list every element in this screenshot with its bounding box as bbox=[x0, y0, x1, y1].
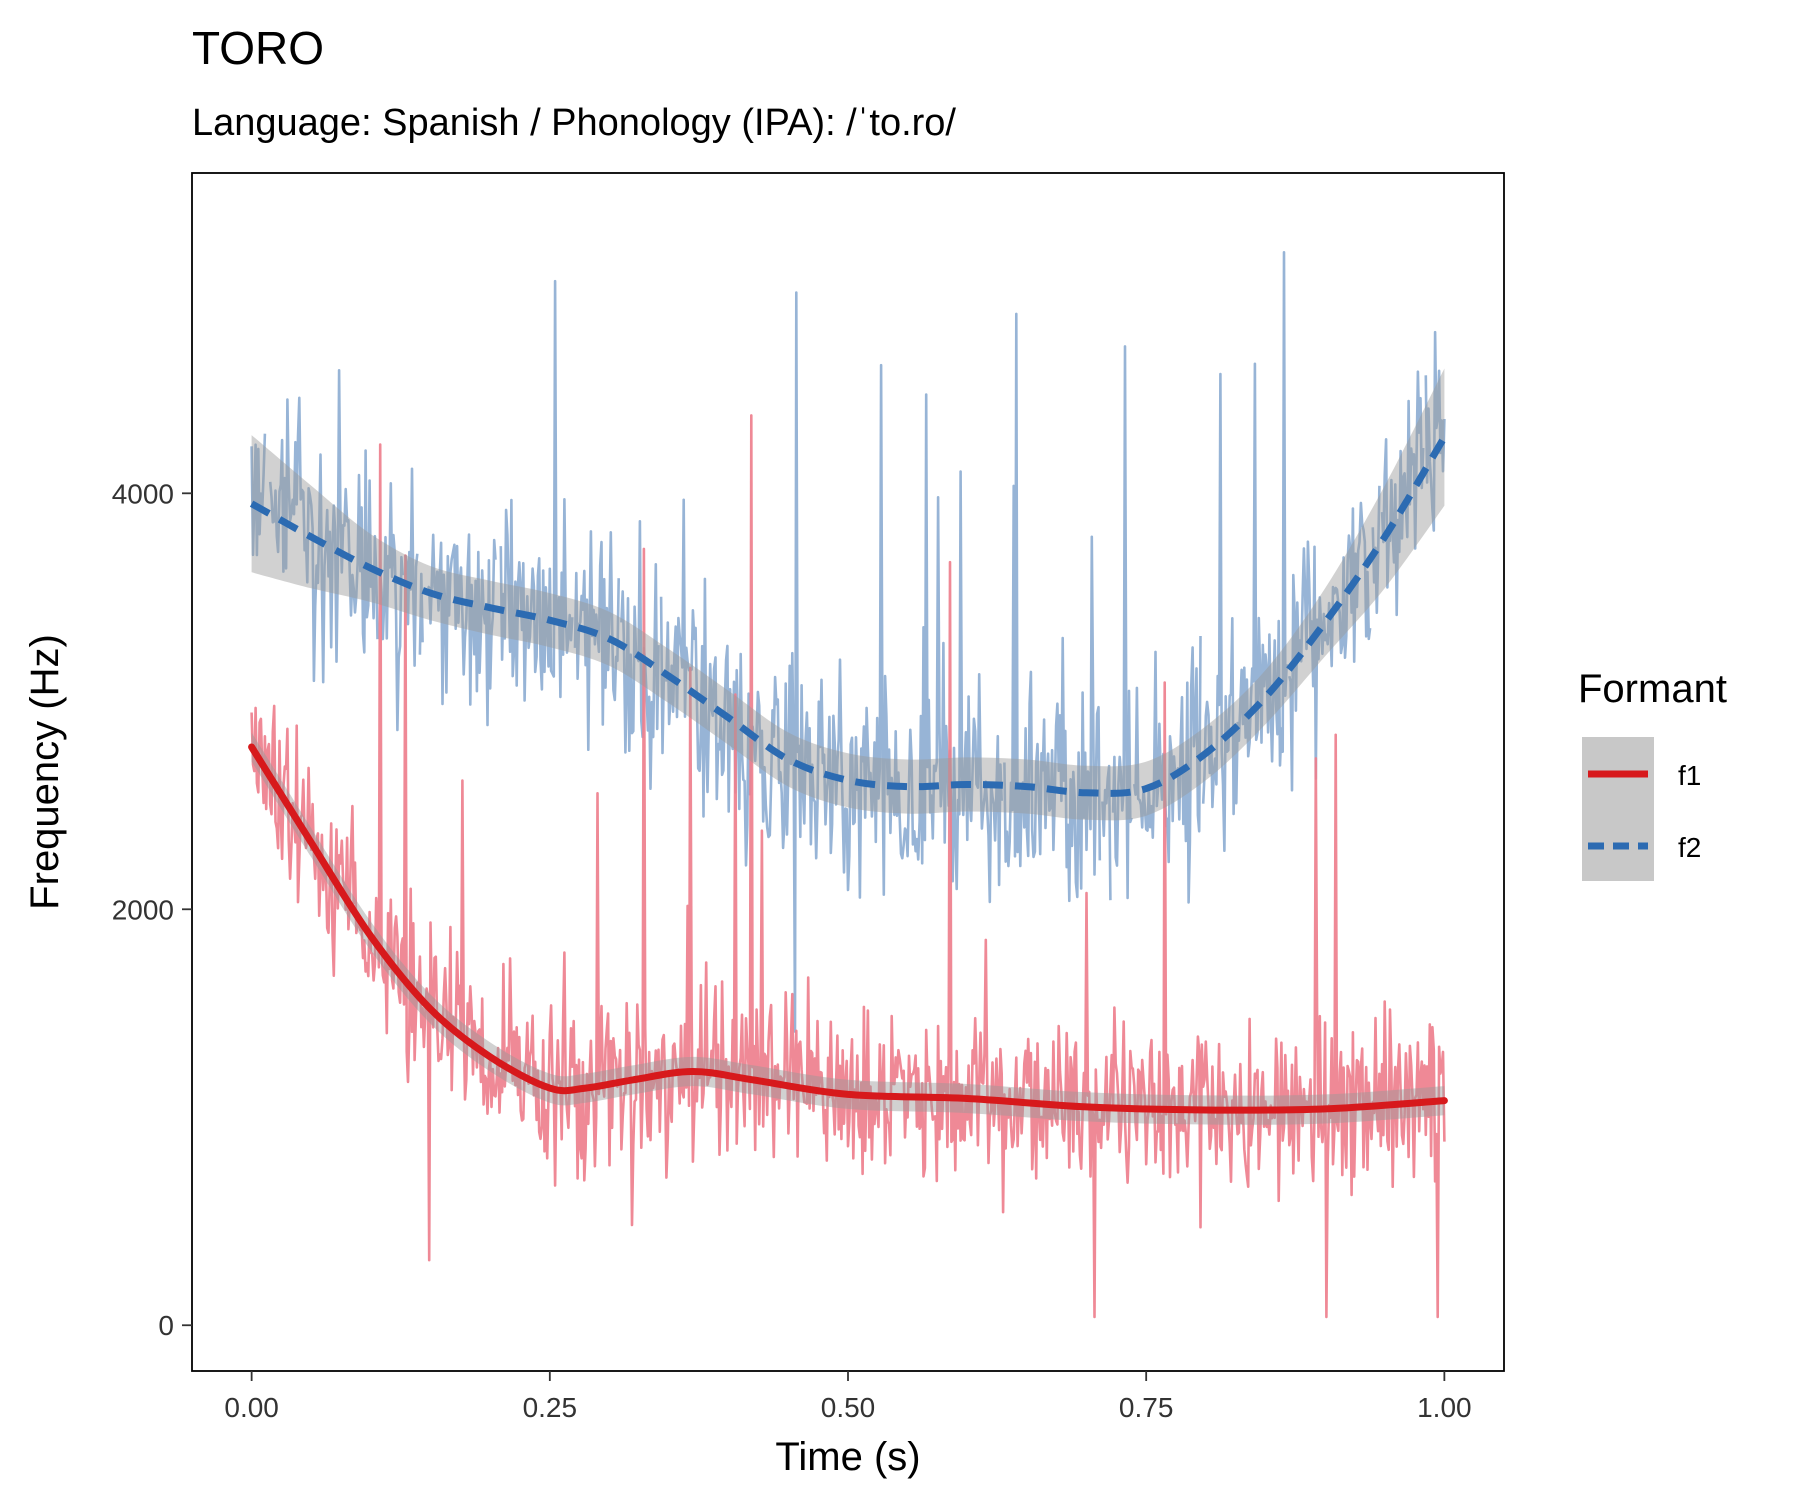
f1-legend-label: f1 bbox=[1678, 760, 1701, 791]
f2-smooth-line bbox=[249, 435, 1448, 797]
x-tick-label: 0.00 bbox=[224, 1392, 279, 1423]
x-tick-label: 0.50 bbox=[821, 1392, 876, 1423]
y-tick-label: 0 bbox=[158, 1310, 174, 1341]
y-tick-label: 4000 bbox=[112, 478, 174, 509]
legend-key-background bbox=[1582, 737, 1654, 881]
legend-title: Formant bbox=[1578, 667, 1727, 711]
confidence-ribbons bbox=[251, 368, 1445, 1125]
f2-legend-label: f2 bbox=[1678, 832, 1701, 863]
f1-raw-track bbox=[250, 414, 1446, 1319]
x-tick-label: 0.25 bbox=[523, 1392, 578, 1423]
legend: Formant f1 f2 bbox=[1578, 667, 1727, 881]
smooth-lines bbox=[248, 435, 1448, 1114]
plot-area bbox=[248, 251, 1448, 1319]
raw-tracks bbox=[250, 251, 1446, 1319]
y-axis-title: Frequency (Hz) bbox=[23, 634, 67, 910]
x-axis-title: Time (s) bbox=[775, 1435, 920, 1479]
f2-raw-track bbox=[250, 251, 1446, 1033]
y-axis: 0 2000 4000 bbox=[112, 478, 192, 1341]
x-tick-label: 0.75 bbox=[1119, 1392, 1174, 1423]
x-axis: 0.00 0.25 0.50 0.75 1.00 bbox=[224, 1371, 1472, 1423]
f1-smooth-line bbox=[248, 743, 1448, 1114]
x-tick-label: 1.00 bbox=[1417, 1392, 1472, 1423]
y-tick-label: 2000 bbox=[112, 894, 174, 925]
chart-subtitle: Language: Spanish / Phonology (IPA): /ˈt… bbox=[192, 102, 956, 144]
chart-title: TORO bbox=[192, 22, 324, 74]
f2-confidence-band bbox=[251, 368, 1445, 821]
